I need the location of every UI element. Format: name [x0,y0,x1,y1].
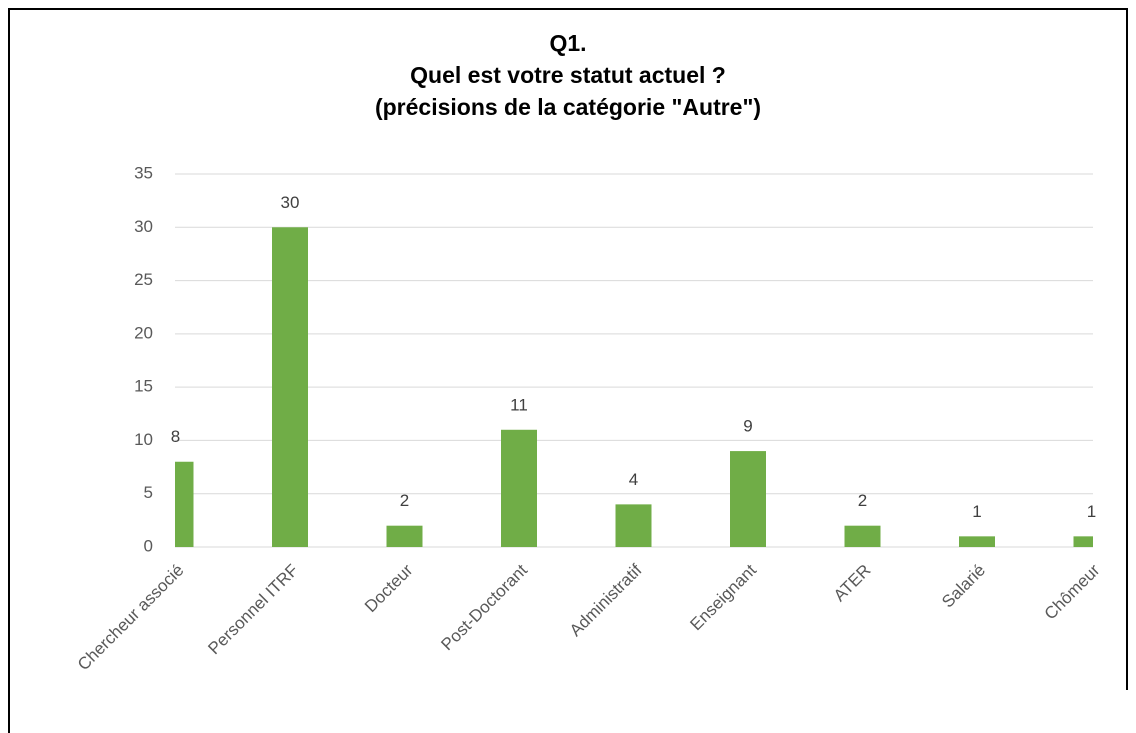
data-label: 2 [400,491,409,510]
data-label: 30 [281,193,300,212]
chart-title: (précisions de la catégorie "Autre") [375,94,761,120]
y-tick-label: 10 [134,430,153,449]
y-tick-label: 35 [134,163,153,182]
data-label: 9 [743,417,752,436]
bar [959,536,995,547]
bar [615,504,652,547]
bar [272,227,308,548]
bar [844,525,881,547]
bars [175,227,1093,548]
chart-title: Quel est votre statut actuel ? [410,62,726,88]
y-tick-label: 20 [134,323,153,342]
bar [730,451,766,547]
bar [501,429,537,547]
data-label: 4 [629,470,638,489]
data-label: 11 [510,395,528,414]
data-label: 2 [858,491,867,510]
y-tick-label: 30 [134,217,153,236]
data-label: 8 [171,427,180,446]
y-tick-label: 5 [144,483,153,502]
bar [386,525,423,547]
chart-title: Q1. [549,30,586,56]
bar [1073,536,1093,547]
y-tick-label: 0 [144,536,153,555]
data-label: 1 [1087,502,1096,521]
y-tick-label: 25 [134,270,153,289]
y-tick-label: 15 [134,377,153,396]
bar [175,461,194,547]
frame [8,8,1128,733]
data-label: 1 [972,502,981,521]
